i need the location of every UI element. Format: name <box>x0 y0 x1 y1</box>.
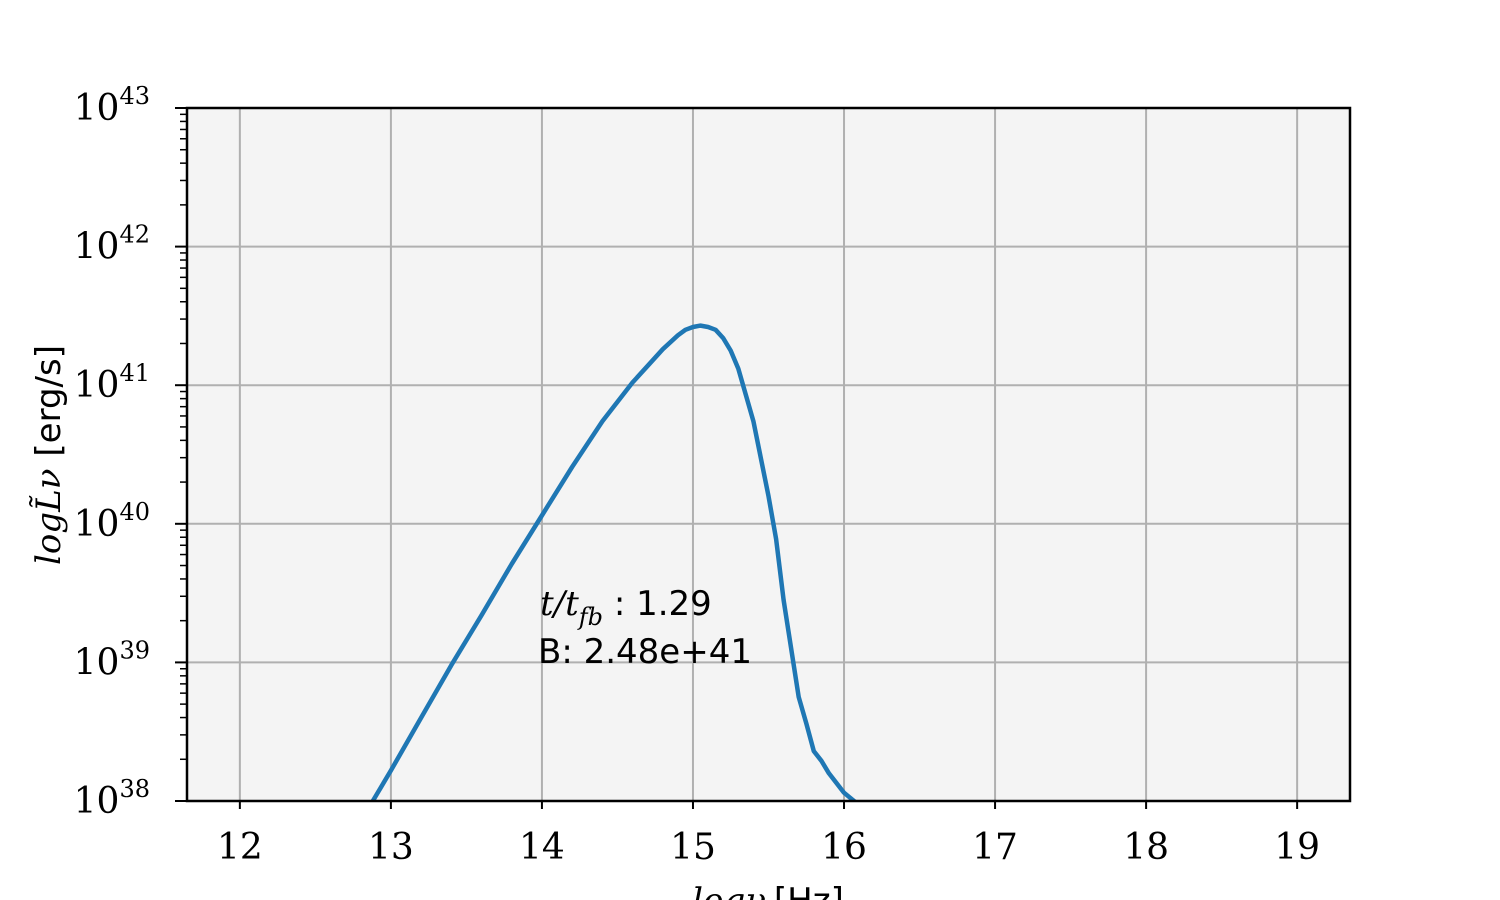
x-tick-label: 12 <box>217 827 263 868</box>
x-tick-label: 16 <box>821 827 867 868</box>
y-tick-labels: 1038 1039 1040 1041 1042 1043 <box>74 82 150 822</box>
y-axis-label: logL̃ν[erg/s] <box>29 345 69 565</box>
grid <box>187 108 1350 801</box>
series-line <box>370 323 858 801</box>
y-tick-label: 1042 <box>74 221 150 268</box>
x-tick-labels: 12 13 14 15 16 17 18 19 <box>217 827 1320 868</box>
x-tick-label: 19 <box>1274 827 1320 868</box>
annotation-line-2: B: 2.48e+41 <box>538 632 752 672</box>
curves <box>370 323 858 801</box>
x-tick-label: 14 <box>519 827 565 868</box>
x-tick-label: 13 <box>368 827 414 868</box>
x-tick-label: 17 <box>972 827 1018 868</box>
y-tick-label: 1040 <box>74 498 150 545</box>
annotation-line-1: t/tfb : 1.29 <box>540 584 712 631</box>
y-tick-label: 1043 <box>74 82 150 129</box>
y-tick-label: 1041 <box>74 359 150 406</box>
plot-background <box>187 108 1350 801</box>
x-axis-label: logν[Hz] <box>692 881 844 900</box>
y-tick-label: 1038 <box>74 775 150 822</box>
x-tick-label: 15 <box>670 827 716 868</box>
y-tick-label: 1039 <box>74 636 150 683</box>
ticks <box>175 107 1299 809</box>
x-tick-label: 18 <box>1123 827 1169 868</box>
plot-frame <box>185 106 1352 803</box>
